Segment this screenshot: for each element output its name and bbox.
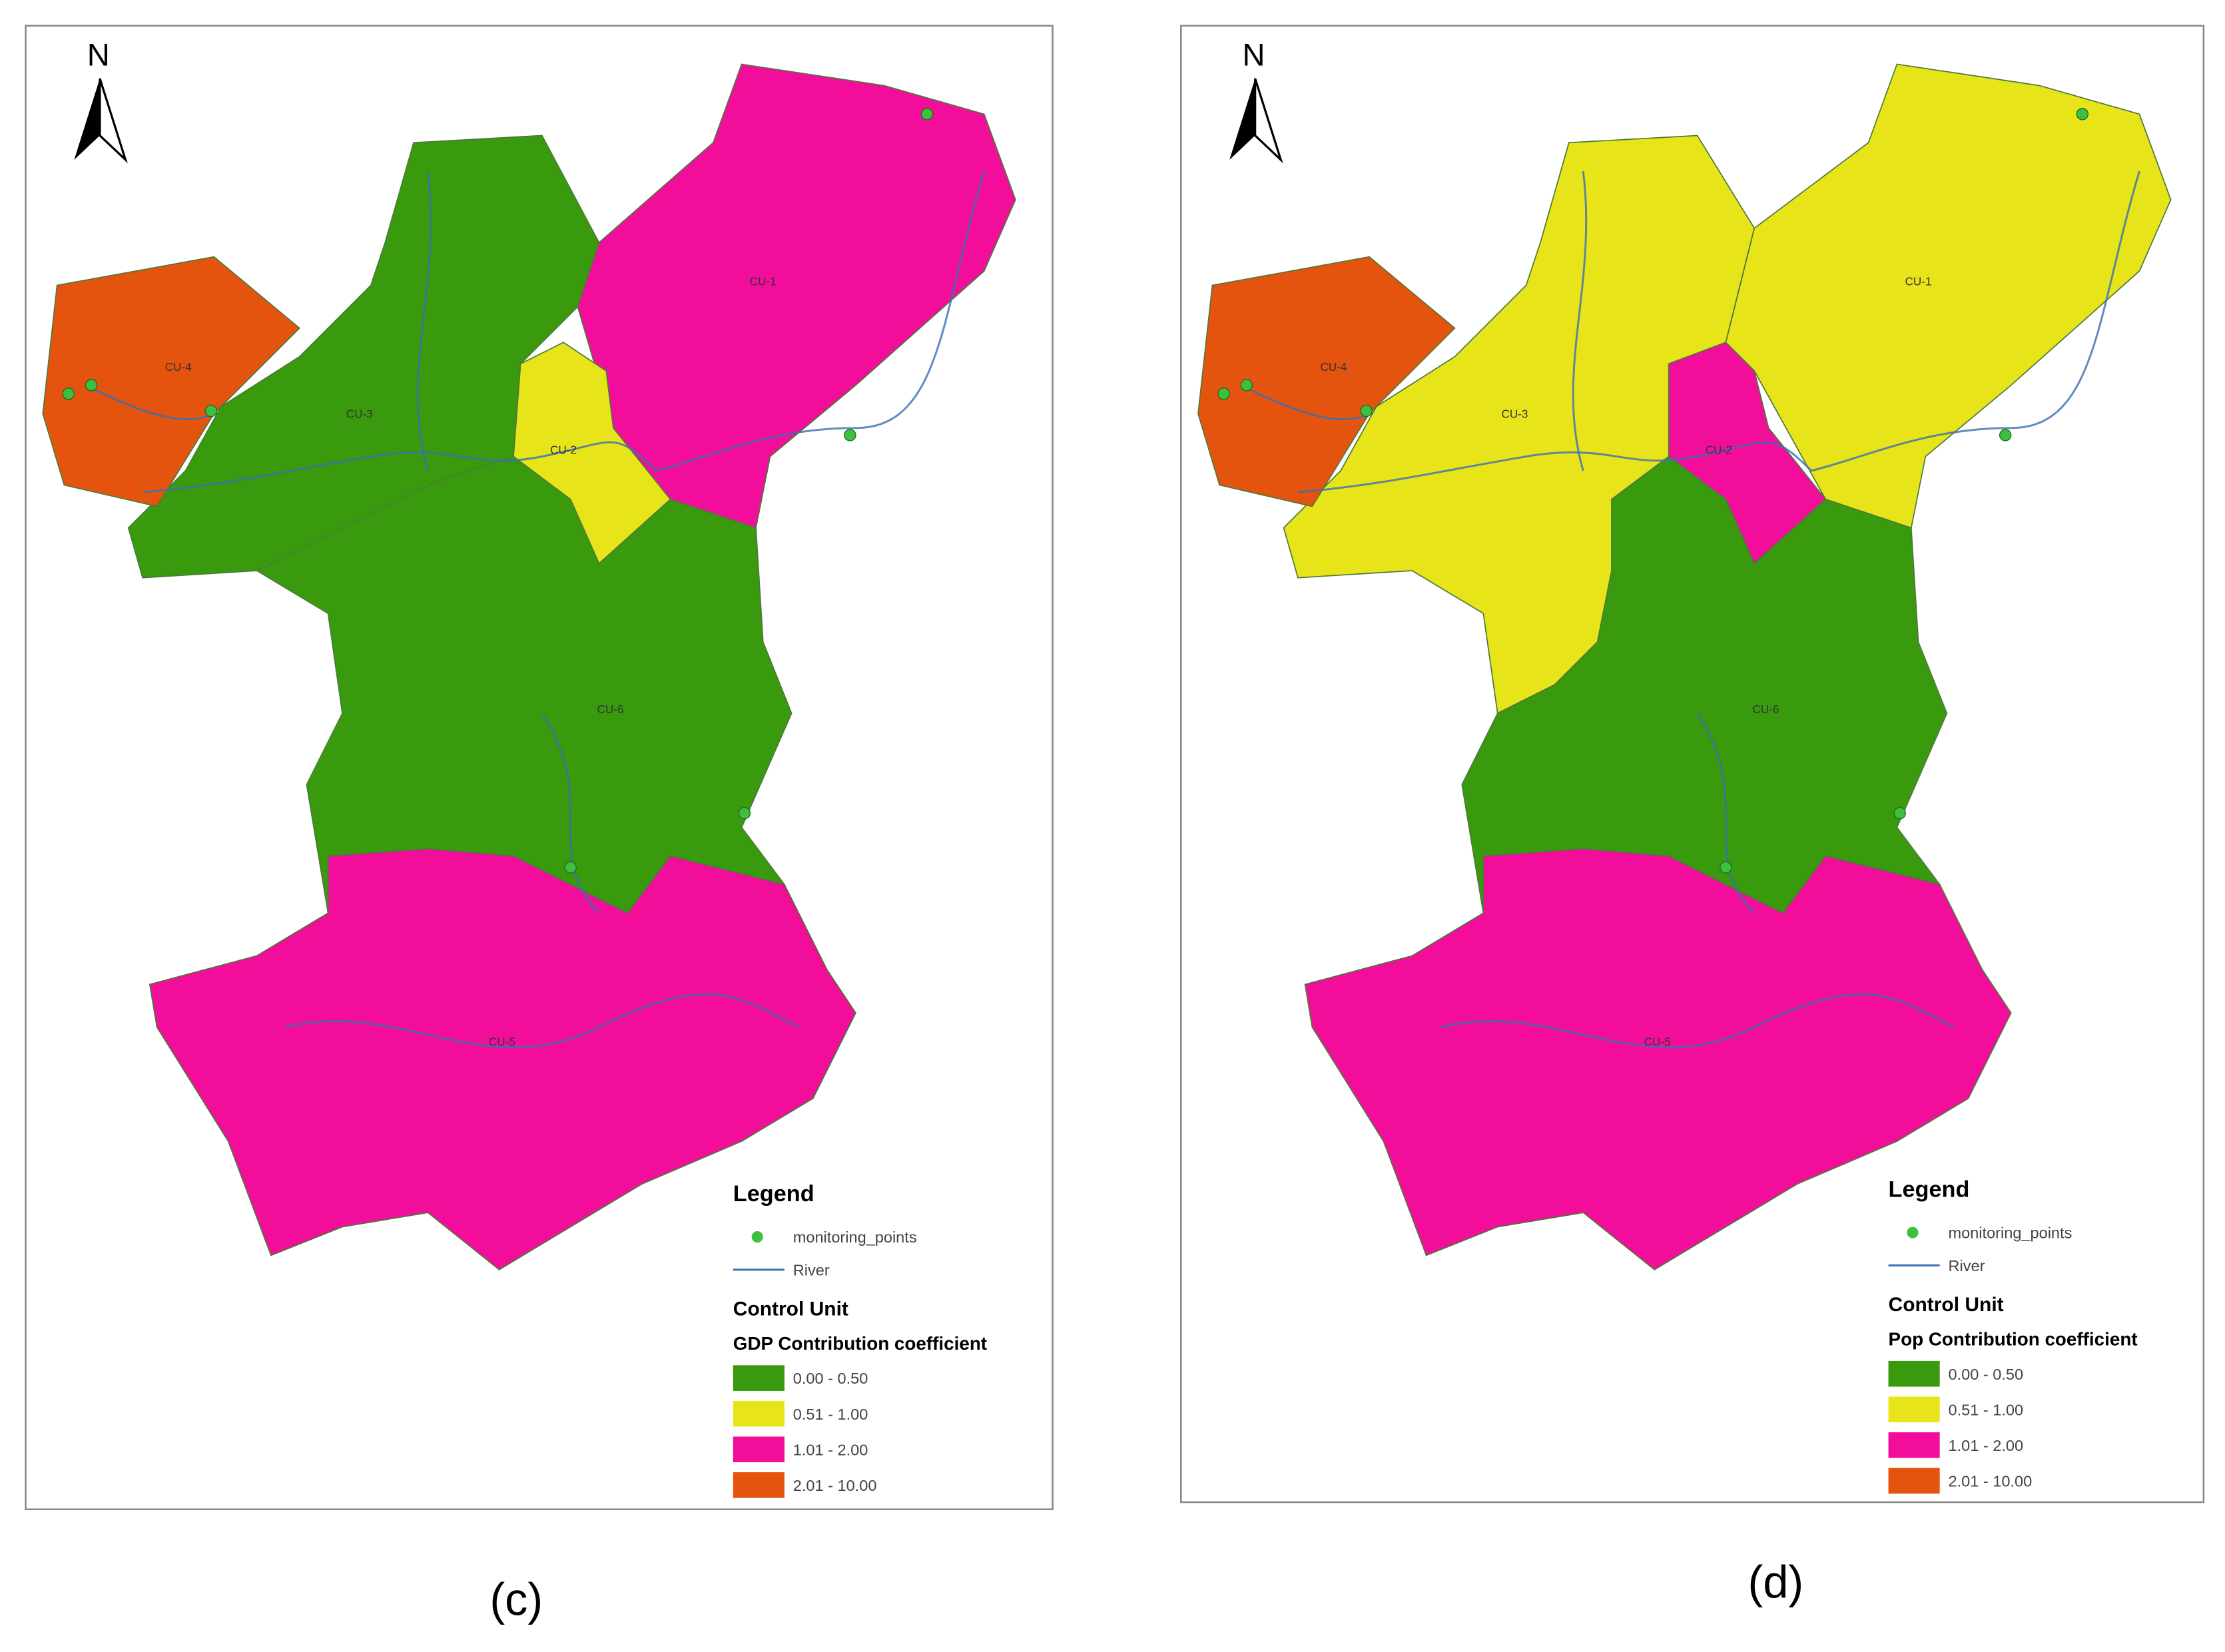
legend-label: River [793,1261,830,1278]
legend-swatch [1888,1432,1940,1458]
legend-label: 0.51 - 1.00 [1949,1401,2024,1418]
control-unit [1304,848,2012,1270]
legend-field: GDP Contribution coefficient [733,1333,987,1354]
legend-swatch [1888,1360,1940,1387]
monitoring-point [738,807,751,820]
monitoring-point [844,429,856,441]
legend-label: monitoring_points [793,1229,917,1246]
river [1811,170,2140,472]
caption: (c) [489,1573,543,1625]
monitoring-point [1893,807,1906,820]
river [1572,170,1588,471]
legend-swatch [733,1472,785,1498]
monitoring-point [2076,108,2089,121]
river [1440,993,1955,1049]
legend-label: 2.01 - 10.00 [793,1477,877,1494]
monitoring-point [564,861,577,874]
monitoring-point [1360,404,1373,417]
river [1240,384,1370,421]
legend-swatch [1888,1468,1940,1494]
unit-label: CU-2 [550,443,577,456]
legend-swatch [733,1365,785,1391]
legend-label: 0.51 - 1.00 [793,1406,868,1423]
legend: Legend monitoring_points River Control Unit… [733,1181,987,1498]
legend-label: 1.01 - 2.00 [793,1441,868,1458]
monitoring-point [62,388,75,400]
unit-label: CU-6 [1752,702,1779,716]
river [416,170,432,471]
unit-label: CU-4 [165,360,192,374]
north-label: N [87,37,110,73]
legend-swatch [733,1436,785,1463]
legend-group: Control Unit [733,1298,848,1320]
legend-field: Pop Contribution coefficient [1889,1328,2138,1349]
legend-group: Control Unit [1889,1294,2004,1316]
monitoring-point [1217,388,1230,400]
legend: Legend monitoring_points River Control Unit… [1888,1177,2138,1494]
legend-swatch [1888,1396,1940,1423]
unit-label: CU-5 [489,1035,515,1048]
legend-title: Legend [1889,1177,1970,1203]
unit-label: CU-3 [346,408,373,421]
unit-label: CU-5 [1644,1035,1671,1048]
monitoring-point [920,108,934,121]
unit-label: CU-6 [597,702,624,716]
river [655,170,986,472]
map-panel: CU-1 CU-2 CU-3 CU-4 CU-5 CU-6 N [42,37,1016,1270]
legend-label: River [1949,1257,1985,1274]
unit-label: CU-1 [750,274,777,288]
control-unit [42,256,301,507]
caption: (d) [1748,1557,1804,1608]
legend-swatch [733,1400,785,1427]
monitoring-point [204,404,218,417]
river [1696,712,1755,914]
legend-point [751,1231,763,1243]
legend-label: monitoring_points [1949,1225,2072,1242]
north-arrow [1254,78,1283,164]
control-unit [513,342,671,565]
legend-label: 1.01 - 2.00 [1949,1437,2024,1454]
legend-label: 0.00 - 0.50 [1949,1366,2024,1383]
monitoring-point [1720,861,1732,874]
legend-title: Legend [733,1181,814,1207]
unit-label: CU-3 [1501,408,1528,421]
unit-label: CU-4 [1320,360,1347,374]
legend-label: 0.00 - 0.50 [793,1370,868,1387]
control-unit [1668,342,1827,565]
river [1297,441,1812,493]
map-panel: CU-1 CU-2 CU-3 CU-4 CU-5 CU-6 N [1197,37,2172,1270]
river [85,384,214,421]
river [143,441,657,493]
monitoring-point [1240,379,1253,392]
north-label: N [1243,37,1265,73]
monitoring-point [85,379,98,392]
legend-label: 2.01 - 10.00 [1949,1472,2033,1490]
monitoring-point [1999,429,2012,441]
north-arrow [99,78,128,164]
control-unit [1197,256,1456,507]
river [284,993,800,1049]
unit-label: CU-2 [1706,443,1732,456]
control-unit [149,848,856,1270]
river [541,712,600,914]
unit-label: CU-1 [1905,274,1932,288]
legend-point [1907,1227,1919,1239]
